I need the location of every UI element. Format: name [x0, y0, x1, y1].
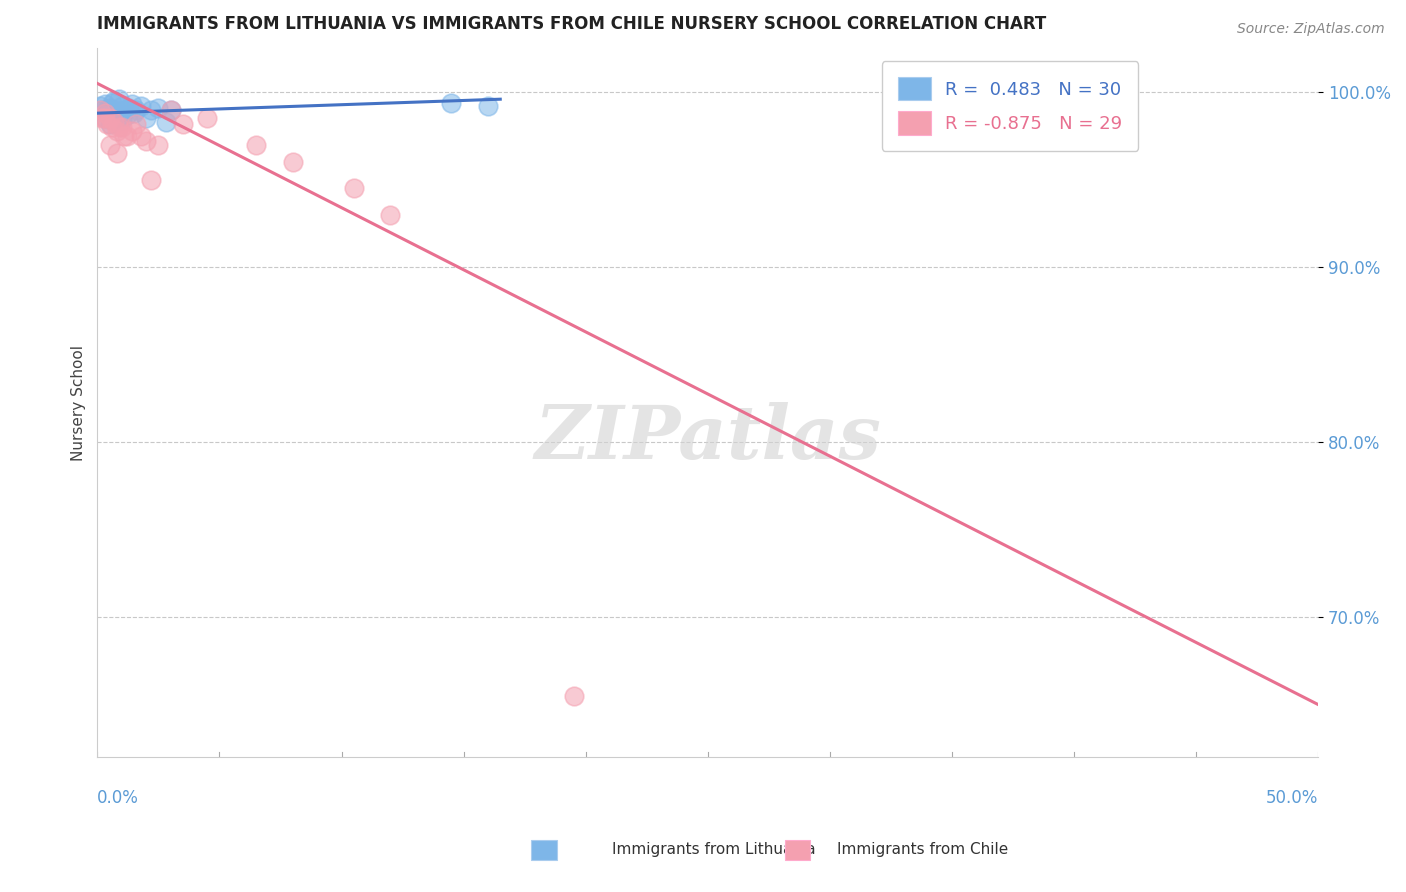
Point — [148, 101, 170, 115]
Point — [343, 181, 366, 195]
Point — [281, 155, 304, 169]
Point — [562, 689, 585, 703]
Point — [101, 95, 124, 110]
Point — [135, 112, 157, 126]
Point — [105, 108, 128, 122]
Point — [98, 117, 121, 131]
Point — [98, 101, 121, 115]
Point — [477, 99, 499, 113]
Point — [103, 94, 125, 108]
Point — [139, 103, 162, 117]
Text: ZIPatlas: ZIPatlas — [534, 402, 882, 475]
Point — [122, 106, 145, 120]
Text: IMMIGRANTS FROM LITHUANIA VS IMMIGRANTS FROM CHILE NURSERY SCHOOL CORRELATION CH: IMMIGRANTS FROM LITHUANIA VS IMMIGRANTS … — [97, 15, 1046, 33]
Point — [96, 117, 118, 131]
Point — [111, 113, 134, 128]
Point — [131, 128, 153, 143]
Point — [112, 103, 135, 117]
Point — [111, 120, 134, 135]
Point — [91, 112, 114, 126]
Point — [93, 112, 115, 126]
Point — [125, 117, 148, 131]
Point — [121, 97, 143, 112]
Point — [103, 115, 125, 129]
Point — [139, 172, 162, 186]
Point — [172, 117, 194, 131]
Point — [111, 99, 134, 113]
Point — [108, 110, 131, 124]
Point — [105, 104, 128, 119]
Point — [101, 120, 124, 135]
Point — [159, 103, 181, 117]
Point — [245, 137, 267, 152]
Point — [89, 99, 111, 113]
Point — [125, 103, 148, 117]
Point — [195, 112, 218, 126]
Text: Immigrants from Chile: Immigrants from Chile — [837, 842, 1008, 856]
Point — [159, 103, 181, 117]
Point — [96, 103, 118, 117]
Point — [105, 124, 128, 138]
Text: 0.0%: 0.0% — [97, 789, 139, 806]
Point — [155, 115, 177, 129]
Text: 50.0%: 50.0% — [1265, 789, 1319, 806]
Point — [98, 112, 121, 126]
Point — [96, 106, 118, 120]
Point — [440, 95, 463, 110]
Text: Source: ZipAtlas.com: Source: ZipAtlas.com — [1237, 22, 1385, 37]
Point — [112, 128, 135, 143]
Point — [121, 124, 143, 138]
Point — [135, 134, 157, 148]
Point — [89, 103, 111, 117]
Point — [93, 112, 115, 126]
Point — [91, 103, 114, 117]
Point — [108, 120, 131, 135]
Point — [108, 92, 131, 106]
Point — [115, 128, 138, 143]
Legend: R =  0.483   N = 30, R = -0.875   N = 29: R = 0.483 N = 30, R = -0.875 N = 29 — [882, 61, 1139, 151]
Point — [148, 137, 170, 152]
Point — [118, 101, 141, 115]
Point — [115, 108, 138, 122]
Point — [380, 208, 402, 222]
Point — [131, 99, 153, 113]
Text: Immigrants from Lithuania: Immigrants from Lithuania — [612, 842, 815, 856]
Point — [105, 146, 128, 161]
Point — [98, 137, 121, 152]
Point — [93, 97, 115, 112]
Y-axis label: Nursery School: Nursery School — [72, 345, 86, 461]
Point — [93, 106, 115, 120]
